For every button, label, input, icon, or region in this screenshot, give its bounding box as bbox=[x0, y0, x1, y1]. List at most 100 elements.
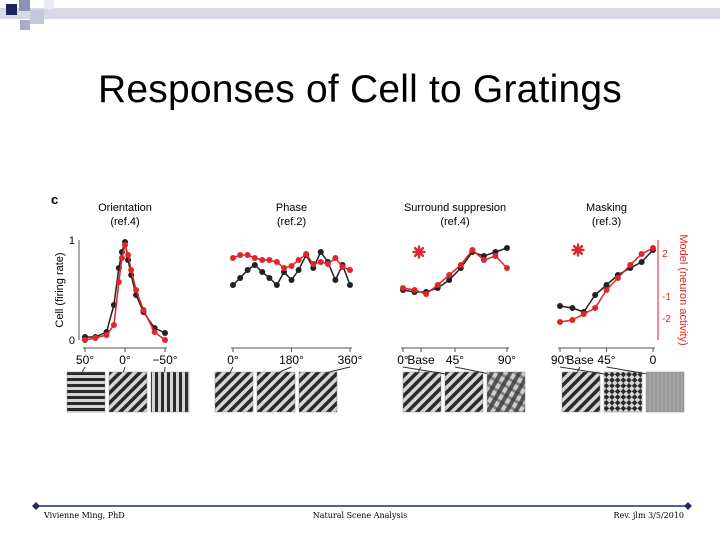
footer-divider bbox=[32, 502, 692, 510]
left-tick-label: 0 bbox=[69, 335, 75, 347]
panel-title: Orientation bbox=[98, 202, 152, 214]
x-tick-label: 45° bbox=[597, 353, 615, 367]
grating-thumbnail-icon bbox=[444, 371, 484, 413]
grating-thumbnail-icon bbox=[645, 371, 685, 413]
corner-decoration bbox=[0, 0, 720, 30]
model-data-point bbox=[92, 335, 99, 341]
model-data-point bbox=[400, 285, 406, 291]
model-data-point bbox=[133, 287, 140, 293]
model-data-point bbox=[110, 322, 117, 328]
cell-data-point bbox=[237, 275, 244, 281]
grating-thumbnail-icon bbox=[561, 371, 601, 413]
deco-square-dark bbox=[6, 4, 17, 15]
cell-data-point bbox=[273, 282, 280, 288]
model-data-point bbox=[103, 332, 110, 338]
model-data-point bbox=[82, 337, 88, 343]
base-star-red-icon bbox=[571, 243, 585, 257]
footer-course: Natural Scene Analysis bbox=[312, 511, 408, 520]
model-data-point bbox=[115, 279, 122, 285]
panel-title: Masking bbox=[586, 202, 627, 214]
model-data-point bbox=[627, 262, 634, 268]
model-data-point bbox=[347, 267, 353, 273]
model-data-point bbox=[650, 245, 656, 251]
deco-square-mid bbox=[19, 0, 30, 11]
right-tick-label: -1 bbox=[662, 292, 671, 303]
model-data-point bbox=[411, 287, 418, 293]
footer-diamond-right bbox=[684, 502, 692, 510]
model-data-point bbox=[592, 305, 599, 311]
cell-series-line bbox=[85, 241, 166, 338]
model-data-point bbox=[446, 272, 453, 278]
model-data-point bbox=[603, 287, 610, 293]
model-data-point bbox=[125, 252, 132, 258]
x-tick-label: 45° bbox=[446, 353, 464, 367]
slide-title: Responses of Cell to Gratings bbox=[98, 68, 622, 111]
left-tick-label: 1 bbox=[69, 235, 75, 247]
right-tick-label: 2 bbox=[662, 249, 668, 260]
cell-data-point bbox=[446, 277, 453, 283]
model-data-point bbox=[480, 257, 487, 263]
cell-data-point bbox=[504, 245, 510, 251]
model-data-point bbox=[259, 257, 266, 263]
deco-square-small bbox=[20, 20, 30, 30]
panel-subtitle: (ref.2) bbox=[277, 216, 306, 228]
right-axis-label: Model (neuron activity) bbox=[677, 234, 689, 345]
model-data-point bbox=[324, 261, 331, 267]
panel-subtitle: (ref.4) bbox=[440, 216, 469, 228]
left-axis-label: Cell (firing rate) bbox=[54, 252, 66, 327]
cell-data-point bbox=[288, 277, 295, 283]
model-data-point bbox=[310, 261, 317, 267]
panel-subtitle: (ref.3) bbox=[592, 216, 621, 228]
model-data-point bbox=[230, 255, 236, 261]
model-data-point bbox=[492, 253, 499, 259]
cell-data-point bbox=[266, 275, 273, 281]
grating-thumbnail-icon bbox=[66, 371, 106, 413]
cell-data-point bbox=[638, 259, 645, 265]
grating-thumbnail-icon bbox=[108, 371, 148, 413]
model-data-point bbox=[317, 259, 324, 265]
x-tick-label: −50° bbox=[152, 353, 177, 367]
model-data-point bbox=[295, 257, 302, 263]
panel-subtitle: (ref.4) bbox=[110, 216, 139, 228]
model-data-point bbox=[614, 275, 621, 281]
panel-title: Phase bbox=[276, 202, 307, 214]
x-tick-label: Base bbox=[566, 353, 594, 367]
model-data-point bbox=[140, 307, 147, 313]
grating-thumbnail-icon bbox=[298, 371, 338, 413]
model-data-point bbox=[118, 255, 125, 261]
x-tick-label: 0 bbox=[650, 353, 657, 367]
cell-series-line bbox=[559, 249, 654, 313]
x-tick-label: 180° bbox=[279, 353, 304, 367]
model-data-point bbox=[273, 259, 280, 265]
model-data-point bbox=[266, 257, 273, 263]
cell-data-point bbox=[557, 303, 563, 309]
cell-data-point bbox=[259, 269, 266, 275]
x-tick-label: 0° bbox=[227, 353, 239, 367]
grating-thumbnail-icon bbox=[256, 371, 296, 413]
cell-data-point bbox=[162, 330, 168, 336]
x-tick-label: 90° bbox=[551, 353, 569, 367]
model-data-point bbox=[504, 265, 510, 271]
cell-data-point bbox=[592, 292, 599, 298]
model-data-point bbox=[122, 242, 128, 248]
x-tick-label: 0° bbox=[397, 353, 409, 367]
model-data-point bbox=[457, 262, 464, 268]
grating-thumbnail-icon bbox=[486, 371, 526, 413]
model-data-point bbox=[281, 265, 288, 271]
x-tick-label: 360° bbox=[338, 353, 363, 367]
footer-author: Vivienne Ming, PhD bbox=[44, 511, 125, 520]
right-tick-label: -2 bbox=[662, 314, 671, 325]
deco-square-light bbox=[30, 10, 44, 24]
model-data-point bbox=[288, 263, 295, 269]
deco-square-pale bbox=[44, 0, 54, 9]
grating-thumbnail-icon bbox=[150, 371, 190, 413]
model-data-point bbox=[244, 252, 251, 258]
cell-data-point bbox=[317, 249, 324, 255]
model-data-point bbox=[423, 291, 430, 297]
model-data-point bbox=[151, 329, 158, 335]
cell-data-point bbox=[251, 262, 258, 268]
model-data-point bbox=[332, 255, 339, 261]
model-data-point bbox=[237, 252, 244, 258]
cell-data-point bbox=[569, 305, 576, 311]
grating-thumbnail-icon bbox=[214, 371, 254, 413]
